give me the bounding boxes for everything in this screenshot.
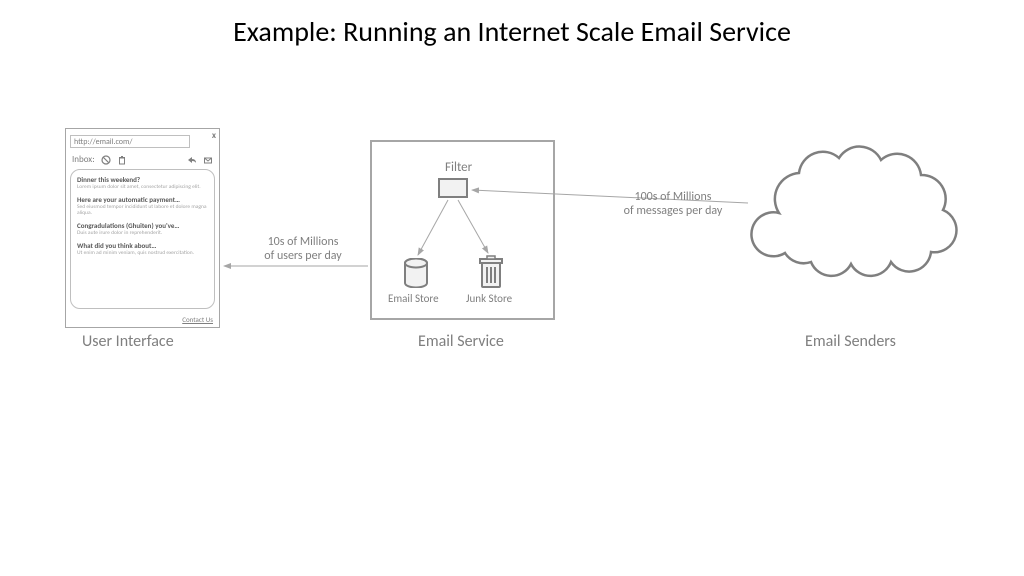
message-list: Dinner this weekend? Lorem ipsum dolor s… [70, 169, 215, 309]
list-item: Congradulations (Ghuiten) you've… Duis a… [77, 221, 208, 236]
filter-icon [438, 178, 468, 198]
list-item: Dinner this weekend? Lorem ipsum dolor s… [77, 175, 208, 190]
msg-subject: What did you think about… [77, 241, 208, 250]
inbox-label: Inbox: [72, 154, 95, 165]
arrow-label-users: 10s of Millions of users per day [248, 235, 358, 264]
compose-icon [203, 155, 213, 165]
cloud-caption: Email Senders [805, 332, 896, 351]
ui-toolbar: Inbox: [72, 154, 213, 165]
reply-icon [187, 155, 197, 165]
msg-body: Duis aute irure dolor in reprehenderit. [77, 230, 208, 236]
msg-body: Lorem ipsum dolor sit amet, consectetur … [77, 184, 208, 190]
msg-subject: Congradulations (Ghuiten) you've… [77, 221, 208, 230]
block-icon [101, 155, 111, 165]
arrow-label-line: 10s of Millions [248, 235, 358, 249]
arrow-label-messages: 100s of Millions of messages per day [608, 190, 738, 219]
close-icon: x [212, 130, 216, 141]
contact-link: Contact Us [182, 315, 213, 324]
trashcan-icon [478, 255, 504, 289]
list-item: What did you think about… Ut enim ad min… [77, 241, 208, 256]
msg-body: Sed eiusmod tempor incididunt ut labore … [77, 204, 208, 216]
arrow-label-line: of users per day [248, 249, 358, 263]
slide-title: Example: Running an Internet Scale Email… [0, 14, 1024, 49]
junk-store-label: Junk Store [466, 292, 512, 305]
service-caption: Email Service [418, 332, 504, 351]
arrow-label-line: 100s of Millions [608, 190, 738, 204]
ui-caption: User Interface [82, 332, 174, 351]
url-bar: http://email.com/ [70, 135, 190, 148]
msg-subject: Here are your automatic payment… [77, 195, 208, 204]
cloud-icon [745, 138, 965, 288]
arrow-label-line: of messages per day [608, 204, 738, 218]
email-store-label: Email Store [388, 292, 439, 305]
msg-subject: Dinner this weekend? [77, 175, 208, 184]
trash-icon [117, 155, 127, 165]
msg-body: Ut enim ad minim veniam, quis nostrud ex… [77, 250, 208, 256]
filter-label: Filter [445, 160, 472, 175]
ui-panel: x http://email.com/ Inbox: Dinner this w… [65, 128, 220, 328]
database-icon [403, 258, 429, 288]
list-item: Here are your automatic payment… Sed eiu… [77, 195, 208, 216]
